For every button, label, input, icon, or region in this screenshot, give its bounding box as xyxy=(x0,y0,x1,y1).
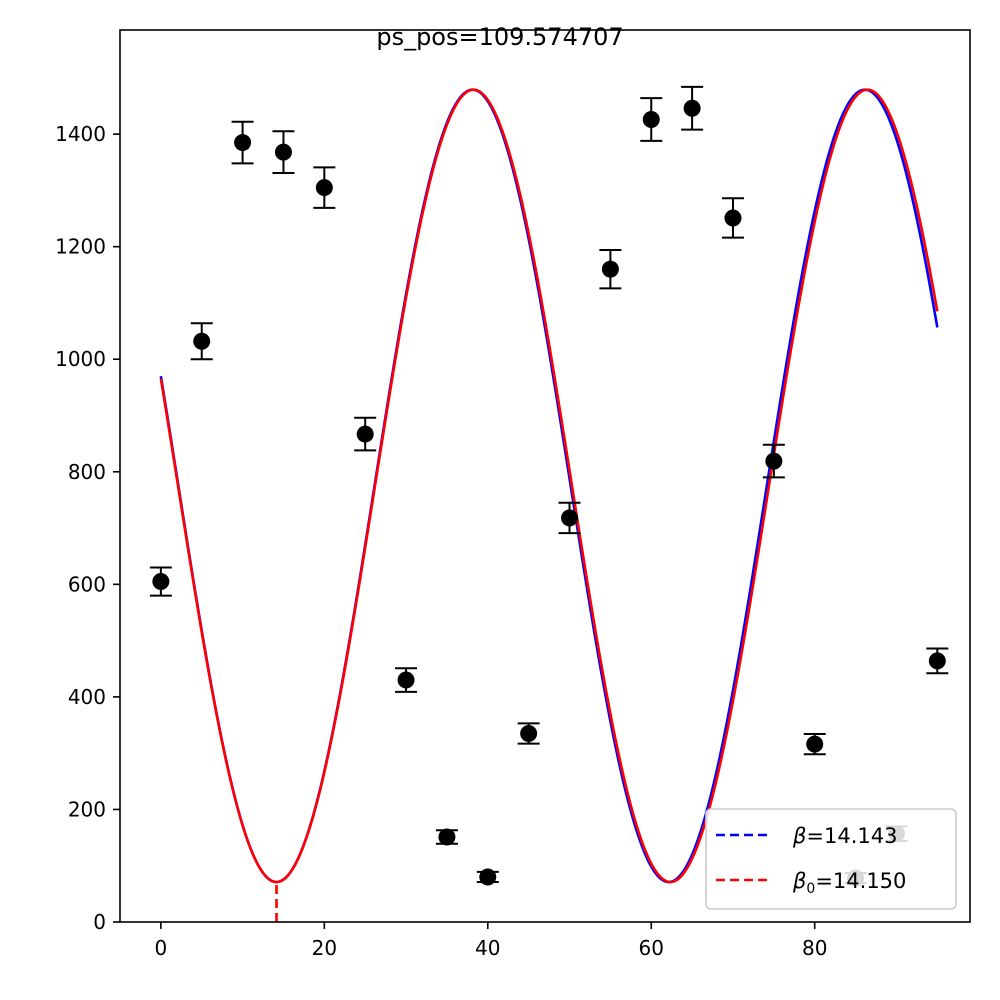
y-tick-label: 200 xyxy=(68,797,106,821)
data-point xyxy=(438,828,456,846)
data-point xyxy=(234,134,252,152)
x-tick-label: 60 xyxy=(639,936,664,960)
y-tick-label: 800 xyxy=(68,460,106,484)
y-tick-label: 1200 xyxy=(55,235,106,259)
data-point xyxy=(642,110,660,128)
data-point xyxy=(520,724,538,742)
data-point xyxy=(356,425,374,443)
data-point xyxy=(724,209,742,227)
x-tick-label: 80 xyxy=(802,936,827,960)
legend-box xyxy=(705,808,957,910)
data-point xyxy=(806,735,824,753)
data-point xyxy=(561,509,579,527)
legend-label-0: β=14.143 xyxy=(792,824,897,848)
x-tick-label: 0 xyxy=(154,936,167,960)
axes-frame xyxy=(119,29,971,923)
data-point xyxy=(601,260,619,278)
y-tick-label: 0 xyxy=(93,910,106,934)
data-point xyxy=(765,452,783,470)
plot-area xyxy=(149,85,949,922)
data-point xyxy=(315,179,333,197)
chart-title: ps_pos=109.574707 xyxy=(376,23,623,51)
y-tick-label: 1400 xyxy=(55,122,106,146)
data-point xyxy=(152,573,170,591)
data-point xyxy=(683,99,701,117)
y-tick-label: 400 xyxy=(68,685,106,709)
x-tick-label: 20 xyxy=(312,936,337,960)
data-point xyxy=(928,652,946,670)
legend-label-1: β0=14.150 xyxy=(792,869,906,897)
x-tick-label: 40 xyxy=(475,936,500,960)
data-point xyxy=(397,671,415,689)
legend: β=14.143 β0=14.150 xyxy=(705,808,957,910)
data-point xyxy=(274,143,292,161)
data-point xyxy=(479,868,497,886)
y-tick-label: 600 xyxy=(68,572,106,596)
data-point xyxy=(193,332,211,350)
y-tick-label: 1000 xyxy=(55,347,106,371)
fit-curve-1 xyxy=(159,88,939,884)
